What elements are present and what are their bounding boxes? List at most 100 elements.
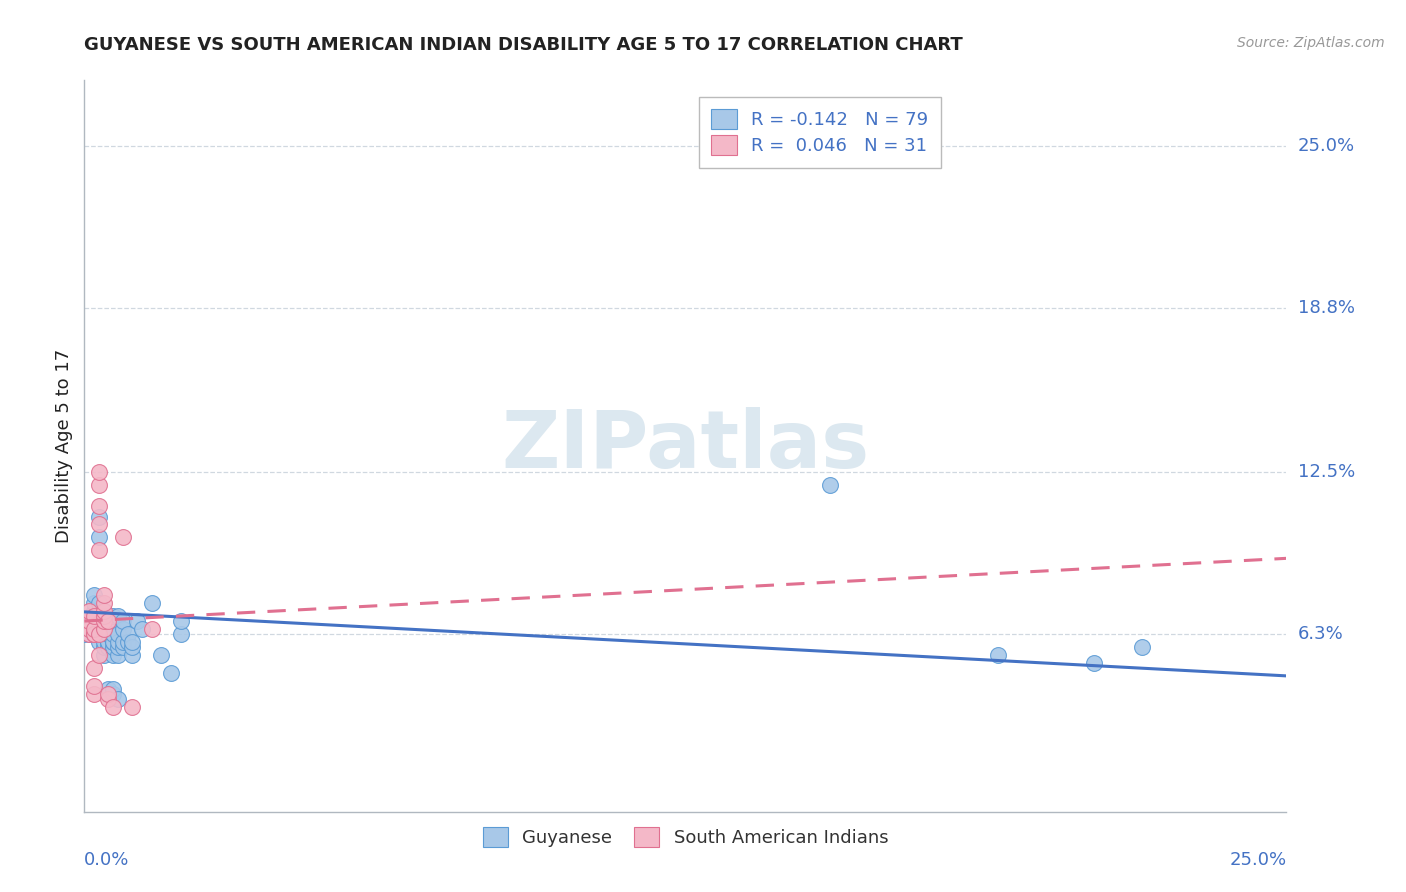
Point: [97, 614, 120, 628]
Point: [77, 627, 100, 641]
Point: [83, 608, 105, 623]
Point: [103, 681, 125, 696]
Point: [97, 614, 120, 628]
Point: [83, 614, 105, 628]
Point: [111, 530, 134, 544]
Point: [83, 622, 105, 636]
Point: [83, 622, 105, 636]
Point: [107, 608, 129, 623]
Point: [77, 604, 100, 618]
Point: [97, 692, 120, 706]
Point: [93, 622, 115, 636]
Y-axis label: Disability Age 5 to 17: Disability Age 5 to 17: [55, 349, 73, 543]
Point: [111, 635, 134, 649]
Point: [93, 588, 115, 602]
Legend: Guyanese, South American Indians: Guyanese, South American Indians: [472, 816, 898, 857]
Point: [103, 635, 125, 649]
Point: [107, 640, 129, 655]
Point: [103, 627, 125, 641]
Point: [87, 509, 110, 524]
Point: [87, 627, 110, 641]
Point: [83, 627, 105, 641]
Point: [97, 687, 120, 701]
Point: [107, 648, 129, 662]
Point: [93, 648, 115, 662]
Point: [93, 627, 115, 641]
Point: [87, 543, 110, 558]
Text: 18.8%: 18.8%: [1298, 299, 1354, 317]
Point: [87, 530, 110, 544]
Point: [117, 627, 139, 641]
Point: [97, 627, 120, 641]
Point: [97, 614, 120, 628]
Point: [121, 700, 143, 714]
Point: [83, 604, 105, 618]
Point: [73, 627, 96, 641]
Text: 25.0%: 25.0%: [1229, 851, 1286, 869]
Point: [83, 679, 105, 693]
Point: [77, 627, 100, 641]
Point: [93, 635, 115, 649]
Point: [87, 499, 110, 513]
Point: [83, 661, 105, 675]
Point: [93, 604, 115, 618]
Point: [103, 608, 125, 623]
Point: [97, 687, 120, 701]
Text: 25.0%: 25.0%: [1298, 136, 1355, 154]
Point: [103, 614, 125, 628]
Point: [121, 635, 143, 649]
Point: [83, 588, 105, 602]
Point: [97, 635, 120, 649]
Point: [83, 687, 105, 701]
Point: [87, 627, 110, 641]
Point: [107, 635, 129, 649]
Point: [111, 614, 134, 628]
Point: [77, 622, 100, 636]
Point: [93, 622, 115, 636]
Point: [87, 608, 110, 623]
Point: [83, 627, 105, 641]
Text: 12.5%: 12.5%: [1298, 463, 1355, 481]
Point: [1083, 656, 1105, 670]
Point: [87, 614, 110, 628]
Point: [97, 635, 120, 649]
Point: [103, 640, 125, 655]
Point: [83, 608, 105, 623]
Point: [93, 614, 115, 628]
Point: [93, 614, 115, 628]
Point: [87, 465, 110, 479]
Point: [818, 478, 841, 492]
Point: [141, 596, 163, 610]
Point: [150, 648, 173, 662]
Point: [93, 608, 115, 623]
Point: [87, 517, 110, 532]
Point: [97, 627, 120, 641]
Point: [77, 614, 100, 628]
Point: [111, 640, 134, 655]
Point: [77, 614, 100, 628]
Text: 6.3%: 6.3%: [1298, 625, 1343, 643]
Point: [83, 596, 105, 610]
Point: [97, 627, 120, 641]
Point: [987, 648, 1010, 662]
Point: [87, 622, 110, 636]
Point: [87, 627, 110, 641]
Point: [107, 692, 129, 706]
Point: [1130, 640, 1153, 655]
Point: [83, 627, 105, 641]
Text: 0.0%: 0.0%: [84, 851, 129, 869]
Point: [87, 604, 110, 618]
Point: [93, 627, 115, 641]
Point: [87, 635, 110, 649]
Point: [169, 627, 191, 641]
Point: [97, 640, 120, 655]
Text: ZIPatlas: ZIPatlas: [502, 407, 869, 485]
Point: [107, 627, 129, 641]
Point: [103, 648, 125, 662]
Point: [83, 627, 105, 641]
Point: [127, 614, 149, 628]
Text: Source: ZipAtlas.com: Source: ZipAtlas.com: [1237, 36, 1385, 50]
Text: GUYANESE VS SOUTH AMERICAN INDIAN DISABILITY AGE 5 TO 17 CORRELATION CHART: GUYANESE VS SOUTH AMERICAN INDIAN DISABI…: [84, 36, 963, 54]
Point: [97, 622, 120, 636]
Point: [121, 640, 143, 655]
